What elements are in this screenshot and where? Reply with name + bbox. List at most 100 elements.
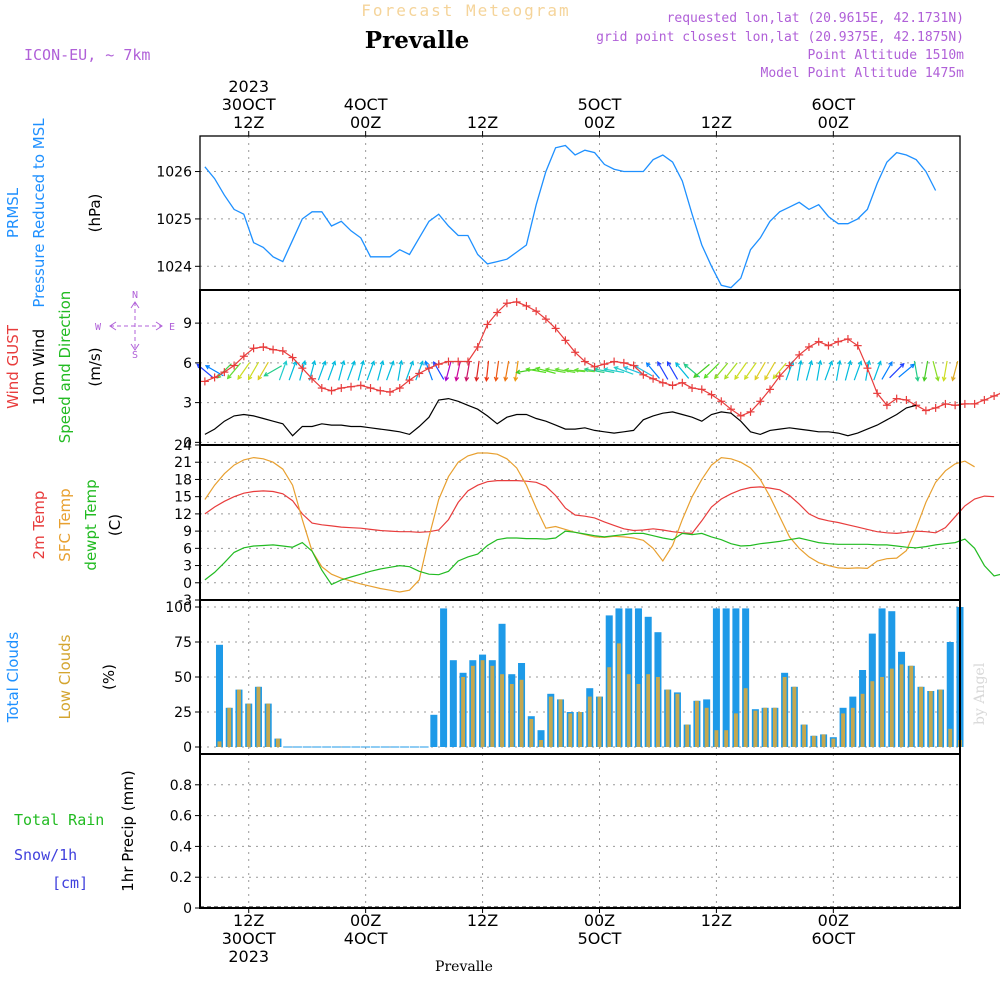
wind-arrow-64	[824, 360, 834, 381]
low-cloud-bar-70	[899, 664, 904, 747]
gust-line-marker-77	[951, 401, 960, 410]
low-cloud-bar-69	[889, 668, 894, 747]
ytick-label-temperature-9: 24	[174, 438, 192, 454]
gust-line-marker-52	[707, 390, 716, 399]
wind-arrow-17	[366, 360, 376, 381]
low-cloud-bar-75	[948, 728, 953, 747]
gust-line-marker-40	[590, 362, 599, 371]
forecast-meteogram-title: Forecast Meteogram	[361, 1, 570, 20]
total-cloud-bar-33	[537, 730, 545, 747]
gust-line-marker-74	[921, 406, 930, 415]
wind-arrow-shaft-73	[913, 360, 919, 381]
low-cloud-bar-53	[733, 713, 738, 747]
total-cloud-bar-52	[722, 608, 730, 747]
gust-line-marker-81	[990, 391, 999, 400]
bottom-tick-label-4-0: 12Z	[701, 911, 732, 930]
low-cloud-bar-37	[578, 712, 582, 747]
wind-arrow-shaft-57	[754, 361, 766, 380]
gust-line-marker-26	[454, 357, 463, 366]
wind-arrow-73	[913, 360, 920, 382]
wind-arrow-shaft-9	[288, 361, 297, 381]
wind-arrow-76	[941, 360, 948, 382]
gust-line-marker-76	[941, 399, 950, 408]
panel-wind: 0 3 6 9 N S W E Wind GUST 10m Wind Speed and Direc…	[4, 289, 1000, 451]
wind-arrow-shaft-4	[237, 362, 251, 380]
wind-arrow-head-42	[603, 367, 609, 373]
wind-arrow-77	[951, 360, 959, 382]
wind-arrow-head-47	[657, 361, 662, 367]
gust-line-marker-4	[239, 352, 248, 361]
bottom-tick-label-1-1: 4OCT	[344, 929, 388, 948]
low-cloud-bar-59	[792, 686, 797, 747]
bottom-tick-label-3-1: 5OCT	[578, 929, 622, 948]
wind-arrow-54	[724, 362, 738, 380]
bottom-tick-label-3-0: 00Z	[584, 911, 615, 930]
wind-arrow-shaft-17	[366, 361, 375, 381]
gust-line-marker-69	[873, 389, 882, 398]
wind-arrow-head-54	[724, 374, 729, 380]
low-cloud-bar-0	[217, 741, 222, 747]
wind-arrow-3	[226, 362, 241, 380]
model-label: ICON-EU, ~ 7km	[24, 46, 150, 64]
panel-frame-wind	[199, 289, 961, 446]
gust-line-marker-56	[746, 407, 755, 416]
low-cloud-bar-3	[246, 703, 251, 747]
wind-arrow-head-17	[370, 360, 376, 366]
gust-line-marker-7	[269, 345, 278, 354]
wind-arrow-head-7	[263, 372, 269, 377]
wind-arrow-head-65	[836, 359, 842, 365]
wind-arrow-head-69	[877, 360, 882, 366]
wind-arrow-shaft-72	[898, 363, 915, 378]
wind-arrow-shaft-67	[853, 361, 862, 381]
low-cloud-bar-52	[724, 730, 729, 747]
wind-arrow-head-14	[340, 359, 346, 366]
wind-arrow-head-39	[573, 367, 579, 373]
gust-line-marker-31	[502, 299, 511, 308]
compass-s-head	[130, 343, 140, 351]
low-cloud-bar-2	[237, 689, 241, 747]
wind-arrow-head-66	[847, 359, 853, 366]
wind-arrow-56	[744, 362, 757, 381]
low-cloud-bar-4	[256, 686, 261, 747]
panel-label-temperature-2: dewpt Temp	[82, 479, 100, 570]
gust-line-marker-68	[863, 364, 872, 373]
wind-arrow-48	[666, 361, 679, 380]
wind-arrow-head-77	[951, 376, 956, 382]
wind-arrow-59	[772, 362, 787, 380]
wind-arrow-shaft-59	[772, 362, 787, 379]
wind-arrow-58	[764, 361, 776, 381]
wind-speed-line	[204, 397, 917, 437]
wind-arrow-shaft-75	[932, 360, 939, 381]
wind-arrow-head-73	[914, 376, 920, 382]
ytick-label-wind-0: 0	[183, 435, 192, 451]
wind-arrow-shaft-58	[764, 361, 776, 380]
wind-arrow-shaft-36	[545, 368, 566, 374]
wind-arrow-head-76	[941, 376, 947, 382]
low-cloud-bar-68	[880, 677, 884, 747]
wind-arrow-67	[853, 360, 863, 381]
gust-line-marker-42	[610, 357, 619, 366]
low-cloud-bar-44	[646, 674, 651, 747]
low-cloud-bar-48	[685, 724, 690, 747]
low-cloud-bar-57	[772, 707, 777, 747]
wind-arrow-head-70	[888, 361, 893, 367]
temp-line-1	[204, 452, 975, 593]
wind-arrow-62	[805, 359, 814, 381]
gust-line-marker-58	[766, 385, 774, 394]
bottom-tick-label-5-1: 6OCT	[811, 929, 855, 948]
wind-arrow-head-63	[817, 359, 823, 365]
ytick-label-precip-1: 0.2	[170, 870, 192, 886]
location-title: Prevalle	[365, 27, 469, 54]
gust-line-marker-11	[308, 374, 317, 383]
ytick-label-temperature-5: 12	[174, 507, 192, 523]
gust-line-marker-54	[727, 405, 736, 414]
wind-arrow-shaft-20	[397, 360, 403, 381]
gust-line-marker-33	[522, 301, 531, 310]
ytick-label-temperature-1: 0	[183, 576, 192, 592]
gust-line-marker-15	[347, 382, 356, 391]
gust-line-marker-67	[853, 341, 862, 350]
gust-line-marker-53	[717, 397, 726, 406]
low-cloud-bar-42	[626, 674, 631, 747]
panel-frame-temperature	[199, 444, 961, 601]
panel-unit-pressure: (hPa)	[86, 194, 104, 233]
